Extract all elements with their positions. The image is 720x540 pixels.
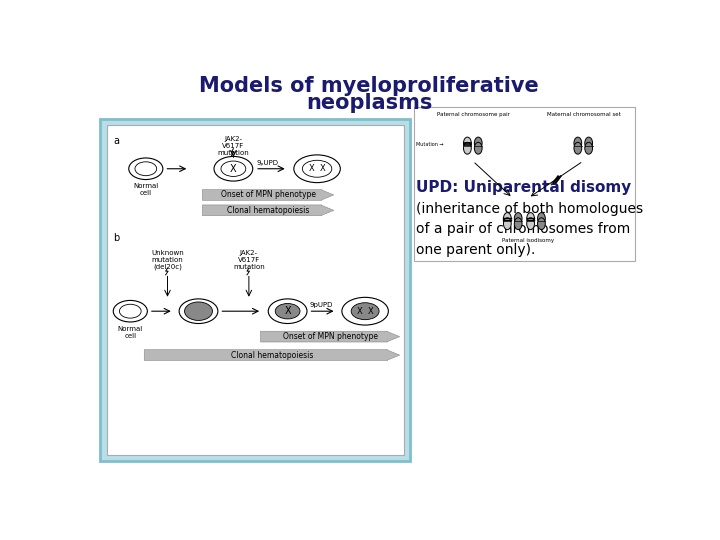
FancyArrow shape (202, 190, 334, 200)
Text: X: X (230, 164, 237, 174)
FancyArrow shape (202, 205, 334, 215)
Ellipse shape (179, 299, 218, 323)
Text: Clonal hematopoiesis: Clonal hematopoiesis (227, 206, 310, 215)
Text: UPD: Uniparental disomy: UPD: Uniparental disomy (415, 180, 631, 195)
Text: 9pUPD: 9pUPD (310, 302, 333, 308)
Text: neoplasms: neoplasms (306, 93, 432, 113)
Ellipse shape (514, 218, 522, 230)
Ellipse shape (342, 298, 388, 325)
Ellipse shape (585, 137, 593, 149)
Text: Normal
cell: Normal cell (133, 184, 158, 197)
Text: Unknown
mutation
(del20c): Unknown mutation (del20c) (151, 249, 184, 270)
Ellipse shape (574, 137, 582, 149)
Text: X: X (284, 306, 291, 316)
Text: (inheritance of both homologues
of a pair of chromosomes from
one parent only).: (inheritance of both homologues of a pai… (415, 202, 643, 257)
Ellipse shape (184, 302, 212, 320)
Text: 9ₚUPD: 9ₚUPD (256, 160, 279, 166)
Ellipse shape (129, 158, 163, 179)
Ellipse shape (538, 218, 545, 230)
Ellipse shape (351, 303, 379, 320)
Ellipse shape (294, 155, 341, 183)
Ellipse shape (514, 213, 522, 225)
Ellipse shape (585, 143, 593, 154)
Ellipse shape (474, 143, 482, 154)
Text: Onset of MPN phenotype: Onset of MPN phenotype (282, 332, 377, 341)
Ellipse shape (221, 161, 246, 177)
FancyBboxPatch shape (100, 119, 410, 461)
Text: Models of myeloproliferative: Models of myeloproliferative (199, 76, 539, 96)
Ellipse shape (464, 143, 472, 154)
Ellipse shape (503, 213, 511, 225)
Text: Clonal hematopoiesis: Clonal hematopoiesis (231, 350, 313, 360)
Text: X  X: X X (309, 164, 325, 173)
Text: b: b (113, 233, 120, 242)
Ellipse shape (214, 157, 253, 181)
Ellipse shape (527, 213, 534, 225)
Ellipse shape (464, 137, 472, 149)
Text: JAK2-
V617F
mutation: JAK2- V617F mutation (233, 249, 265, 269)
Ellipse shape (120, 304, 141, 318)
Text: Mutation →: Mutation → (415, 141, 443, 146)
Ellipse shape (302, 160, 332, 177)
Text: Maternal chromosomal set: Maternal chromosomal set (547, 112, 621, 117)
Ellipse shape (474, 137, 482, 149)
Ellipse shape (135, 162, 157, 176)
Ellipse shape (269, 299, 307, 323)
Text: X  X: X X (356, 307, 374, 316)
Text: a: a (113, 136, 120, 146)
Ellipse shape (527, 218, 534, 230)
FancyArrow shape (261, 331, 400, 342)
FancyBboxPatch shape (107, 125, 404, 455)
Text: Onset of MPN phenotype: Onset of MPN phenotype (220, 191, 315, 199)
Ellipse shape (538, 213, 545, 225)
Text: Paternal chromosome pair: Paternal chromosome pair (437, 112, 510, 117)
Text: Normal
cell: Normal cell (117, 326, 143, 339)
Ellipse shape (113, 300, 148, 322)
Ellipse shape (503, 218, 511, 230)
Ellipse shape (275, 303, 300, 319)
FancyBboxPatch shape (414, 107, 635, 261)
Ellipse shape (574, 143, 582, 154)
Text: JAK2-
V617F
mutation: JAK2- V617F mutation (217, 137, 249, 157)
FancyArrow shape (144, 350, 400, 361)
Text: Paternal isodisomy: Paternal isodisomy (503, 238, 554, 243)
